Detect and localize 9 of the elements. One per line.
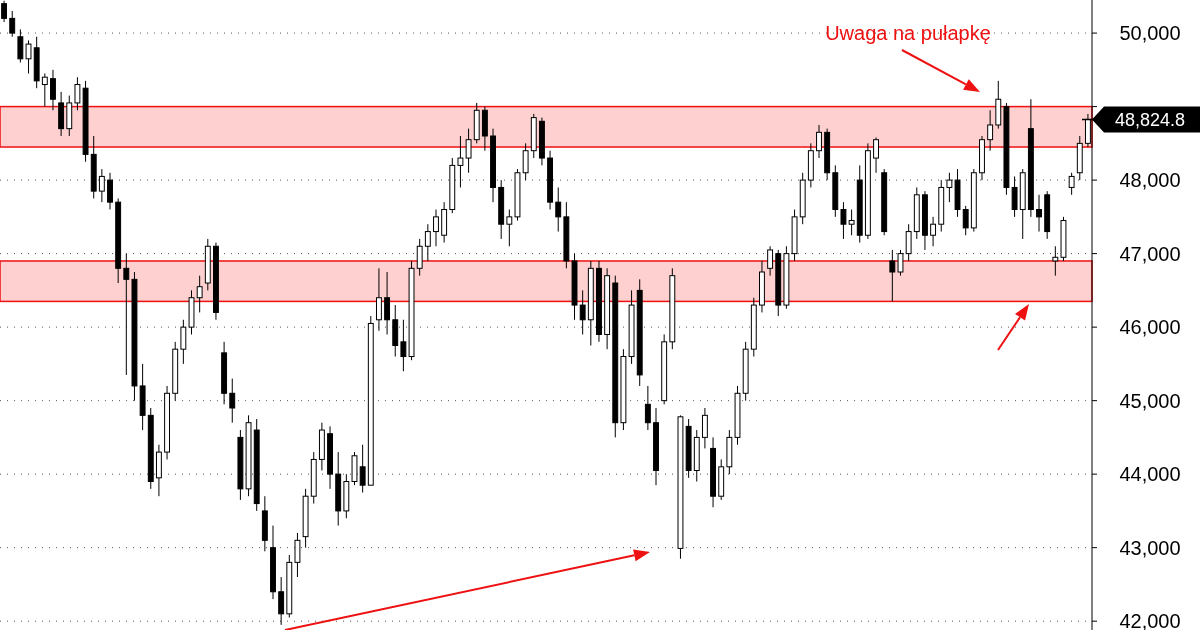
y-tick-label: 44,000 xyxy=(1119,463,1181,486)
y-tick-label: 46,000 xyxy=(1119,316,1181,339)
y-tick-label: 47,000 xyxy=(1119,242,1181,265)
y-tick-label: 50,000 xyxy=(1119,22,1181,45)
y-tick-label: 48,000 xyxy=(1119,169,1181,192)
y-tick-label: 45,000 xyxy=(1119,389,1181,412)
annotation: Uwaga na pułapkę xyxy=(825,22,991,44)
y-tick-label: 43,000 xyxy=(1119,536,1181,559)
y-tick-label: 42,000 xyxy=(1119,610,1181,630)
